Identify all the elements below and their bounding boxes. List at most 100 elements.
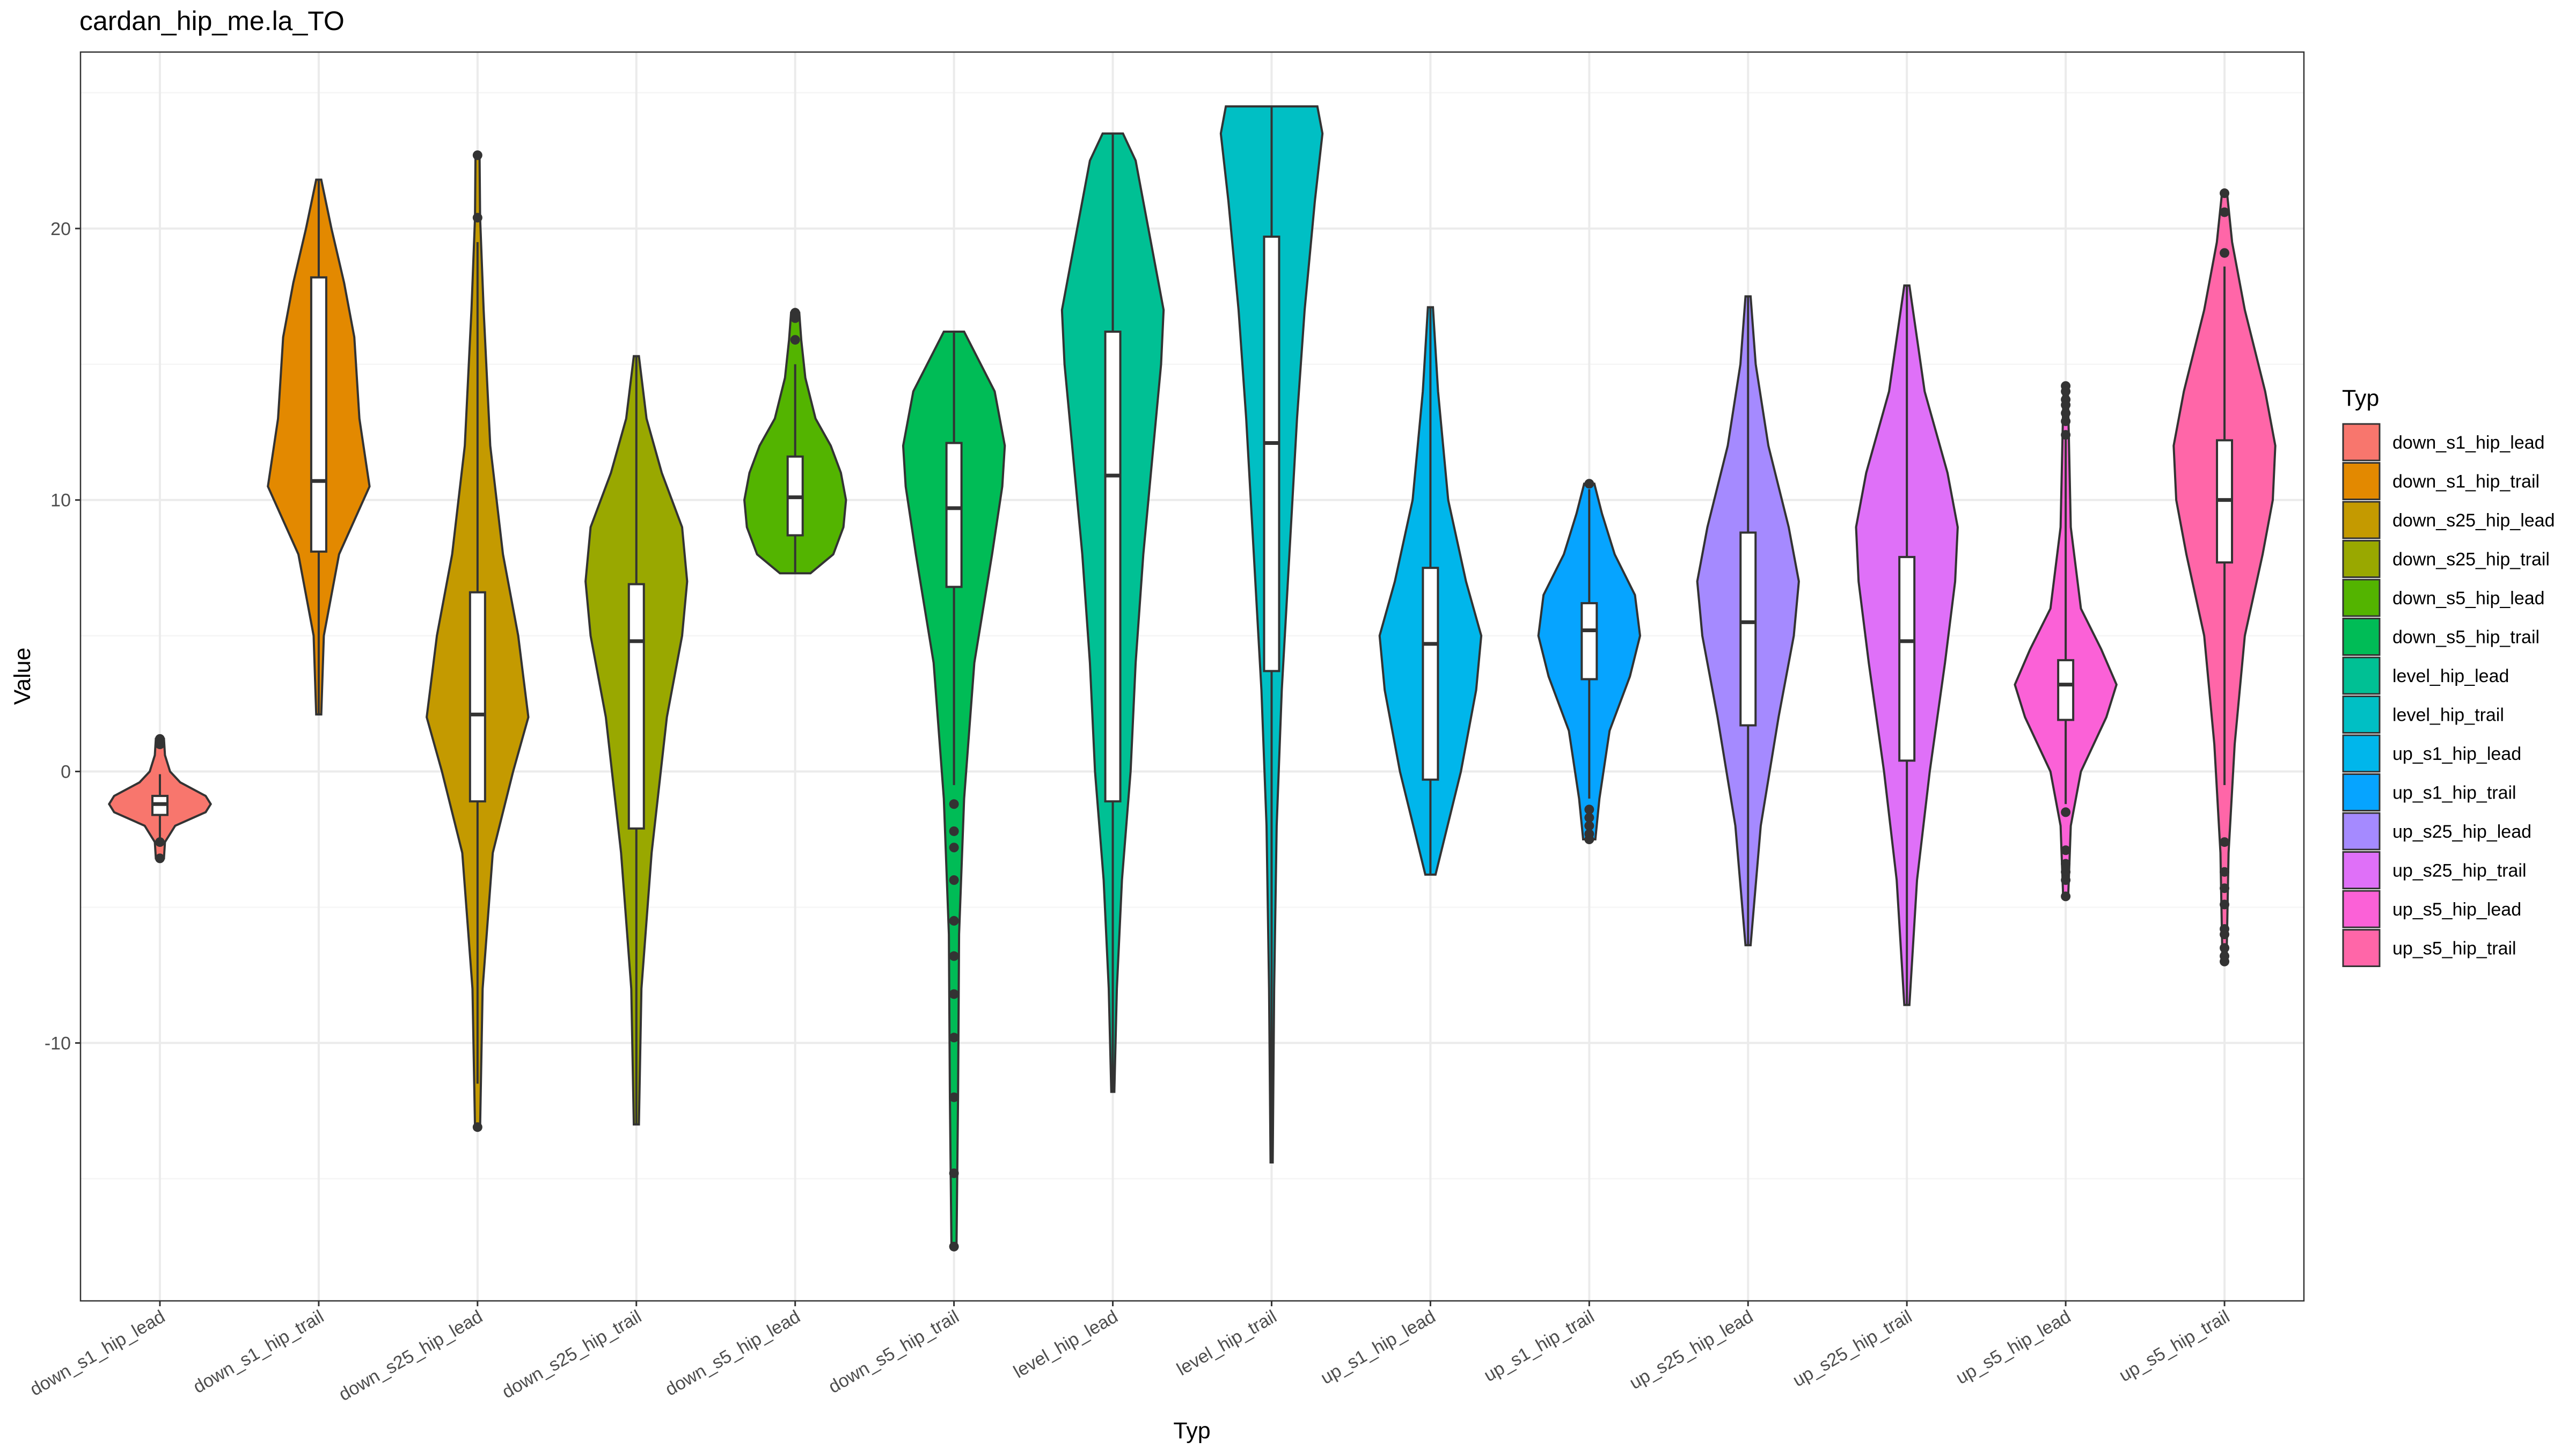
outlier-point: [2061, 875, 2071, 885]
outlier-point: [2220, 899, 2230, 910]
box-up_s1_hip_lead: [1422, 567, 1439, 781]
legend-key: [2342, 734, 2381, 773]
outlier-point: [2220, 248, 2230, 258]
outlier-point: [2220, 207, 2230, 217]
x-tick-label: down_s25_hip_lead: [335, 1306, 486, 1405]
chart-title: cardan_hip_me.la_TO: [79, 6, 345, 36]
box-up_s5_hip_lead: [2057, 659, 2075, 721]
box-level_hip_trail: [1263, 235, 1280, 672]
outlier-point: [790, 313, 800, 323]
x-tick-label: level_hip_lead: [1010, 1306, 1121, 1382]
outlier-point: [1584, 821, 1594, 831]
outlier-point: [1584, 804, 1594, 815]
legend-label: down_s25_hip_trail: [2392, 550, 2550, 570]
box-up_s1_hip_trail: [1580, 602, 1598, 680]
x-tick-label: up_s5_hip_lead: [1952, 1306, 2074, 1388]
legend-label: up_s1_hip_trail: [2392, 783, 2516, 803]
x-axis-title: Typ: [1173, 1418, 1210, 1444]
y-tick-label: -10: [45, 1033, 71, 1053]
box-down_s25_hip_trail: [627, 583, 645, 830]
outlier-point: [2061, 416, 2071, 426]
outlier-point: [2061, 859, 2071, 869]
x-tick-label: up_s1_hip_lead: [1317, 1306, 1439, 1388]
box-level_hip_lead: [1104, 331, 1122, 803]
legend-key: [2342, 501, 2381, 539]
x-tick-label: level_hip_trail: [1173, 1306, 1280, 1380]
legend-label: down_s5_hip_trail: [2392, 627, 2540, 648]
legend-label: down_s25_hip_lead: [2392, 510, 2555, 531]
legend-key: [2342, 851, 2381, 889]
legend-key: [2342, 540, 2381, 578]
legend-label: up_s5_hip_lead: [2392, 899, 2521, 920]
outlier-point: [949, 951, 959, 961]
outlier-point: [155, 853, 165, 863]
y-tick-label: 20: [50, 219, 71, 239]
outlier-point: [1584, 813, 1594, 823]
x-tick-label: down_s1_hip_trail: [190, 1306, 327, 1397]
x-tick-label: down_s1_hip_lead: [26, 1306, 169, 1400]
y-tick-label: 0: [61, 762, 71, 782]
boxplot-layer: [151, 106, 2234, 1163]
outlier-point: [472, 1122, 482, 1132]
box-down_s1_hip_trail: [310, 276, 327, 553]
legend-label: up_s25_hip_trail: [2392, 861, 2527, 881]
legend-label: up_s25_hip_lead: [2392, 822, 2531, 842]
x-tick-label: up_s5_hip_trail: [2116, 1306, 2233, 1386]
legend-key: [2342, 773, 2381, 811]
legend-key: [2342, 462, 2381, 500]
outlier-point: [2220, 883, 2230, 894]
outlier-point: [949, 989, 959, 999]
outlier-point: [2220, 837, 2230, 847]
outlier-point: [2061, 408, 2071, 418]
outlier-point: [472, 150, 482, 160]
outlier-point: [2220, 956, 2230, 967]
outlier-point: [1584, 835, 1594, 845]
outlier-point: [949, 875, 959, 885]
outlier-point: [2220, 188, 2230, 199]
x-tick-label: down_s25_hip_trail: [499, 1306, 645, 1402]
outlier-point: [949, 1092, 959, 1102]
outlier-point: [2061, 867, 2071, 877]
box-down_s25_hip_lead: [469, 591, 486, 803]
x-tick-label: down_s5_hip_trail: [825, 1306, 962, 1397]
y-tick-label: 10: [50, 491, 71, 511]
outlier-point: [949, 1168, 959, 1179]
legend-label: up_s5_hip_trail: [2392, 939, 2516, 959]
outlier-point: [2061, 430, 2071, 440]
x-axis: down_s1_hip_lead down_s1_hip_trail down_s2…: [26, 1301, 2233, 1405]
outlier-point: [2061, 891, 2071, 902]
legend-label: up_s1_hip_lead: [2392, 744, 2521, 764]
box-up_s25_hip_lead: [1739, 531, 1757, 727]
legend-key: [2342, 812, 2381, 851]
legend-key: [2342, 656, 2381, 695]
outlier-point: [2220, 867, 2230, 877]
x-tick-label: up_s25_hip_trail: [1789, 1306, 1915, 1391]
legend-key: [2342, 890, 2381, 928]
outlier-point: [2220, 943, 2230, 953]
outlier-point: [949, 826, 959, 836]
legend-key: [2342, 423, 2381, 462]
outlier-point: [472, 213, 482, 223]
outlier-point: [949, 1033, 959, 1043]
outlier-point: [949, 843, 959, 853]
legend-key: [2342, 929, 2381, 967]
plot-panel: [80, 52, 2304, 1301]
x-tick-label: up_s1_hip_trail: [1481, 1306, 1598, 1386]
outlier-point: [949, 916, 959, 926]
outlier-point: [790, 335, 800, 345]
outlier-point: [949, 1241, 959, 1252]
y-axis: -10 0 10 20: [45, 219, 80, 1053]
outlier-point: [949, 799, 959, 809]
y-axis-title: Value: [10, 648, 35, 705]
outlier-point: [2061, 807, 2071, 817]
legend-key: [2342, 618, 2381, 656]
x-tick-label: up_s25_hip_lead: [1626, 1306, 1757, 1393]
legend-key: [2342, 696, 2381, 734]
outlier-point: [155, 837, 165, 847]
box-up_s25_hip_trail: [1898, 555, 1916, 762]
outlier-point: [2061, 386, 2071, 397]
outlier-point: [2061, 845, 2071, 855]
legend: Typ down_s1_hip_lead down_s1_hip_traildow…: [2342, 385, 2555, 967]
outlier-point: [2220, 930, 2230, 940]
